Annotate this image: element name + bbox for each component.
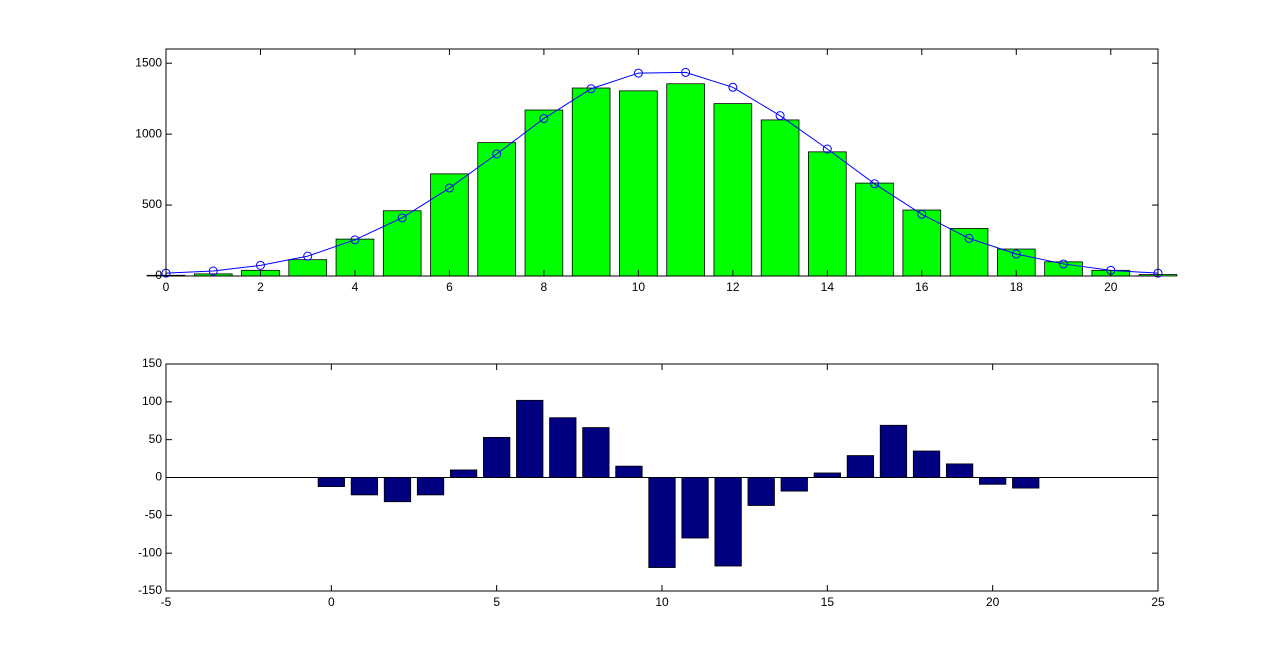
marker — [586, 84, 596, 94]
y-tick-label: 1000 — [135, 126, 162, 140]
bar — [477, 142, 516, 277]
bar — [648, 477, 676, 568]
bar — [350, 477, 379, 496]
bar — [808, 151, 847, 277]
x-tick-label: 8 — [541, 280, 548, 294]
bar — [979, 477, 1007, 485]
marker — [350, 235, 360, 245]
bar — [760, 119, 800, 277]
bar — [449, 469, 478, 478]
marker — [964, 233, 974, 243]
bar — [582, 427, 610, 478]
marker — [492, 149, 502, 159]
x-tick-label: 16 — [915, 280, 929, 294]
y-tick-label: -150 — [138, 583, 162, 597]
marker — [208, 266, 218, 276]
axes-background — [166, 49, 1158, 276]
bar — [317, 477, 345, 487]
bar — [902, 209, 942, 277]
x-tick-label: 5 — [493, 595, 500, 609]
x-tick-label: 18 — [1010, 280, 1024, 294]
bar — [383, 477, 412, 503]
bar — [666, 83, 705, 277]
marker — [917, 209, 927, 219]
line — [165, 71, 1159, 274]
x-tick-label: 0 — [328, 595, 335, 609]
bar — [855, 182, 894, 277]
y-tick-label: -50 — [145, 508, 163, 522]
y-tick-label: 100 — [142, 394, 162, 408]
bar — [516, 399, 544, 478]
axes-frame — [165, 48, 1159, 277]
marker — [728, 82, 738, 92]
x-tick-label: 12 — [726, 280, 740, 294]
bar — [483, 436, 511, 478]
x-tick-label: 20 — [986, 595, 1000, 609]
x-tick-label: 2 — [257, 280, 264, 294]
marker — [255, 260, 265, 270]
x-tick-label: 15 — [821, 595, 835, 609]
bar — [416, 477, 445, 496]
y-tick-label: 1500 — [135, 55, 162, 69]
x-tick-label: 6 — [446, 280, 453, 294]
bar — [430, 173, 469, 277]
bar — [549, 417, 577, 478]
y-tick-label: 50 — [149, 432, 163, 446]
x-tick-label: 14 — [821, 280, 835, 294]
bar — [813, 472, 841, 478]
marker — [444, 183, 454, 193]
bar — [615, 465, 643, 478]
bar — [713, 103, 753, 277]
marker — [539, 114, 549, 124]
bar — [846, 455, 875, 478]
marker — [822, 144, 832, 154]
bar — [945, 463, 974, 478]
y-tick-label: 0 — [155, 268, 162, 282]
marker — [681, 67, 691, 77]
bar — [288, 259, 328, 277]
bar — [1012, 477, 1040, 489]
bar — [714, 477, 742, 567]
x-tick-label: 10 — [632, 280, 646, 294]
x-tick-label: 0 — [163, 280, 170, 294]
y-tick-label: 0 — [155, 470, 162, 484]
y-tick-label: -100 — [138, 545, 162, 559]
x-tick-label: 10 — [655, 595, 669, 609]
bar — [335, 238, 375, 277]
bar — [382, 210, 422, 277]
y-tick-label: 150 — [142, 356, 162, 370]
y-tick-label: 500 — [142, 197, 162, 211]
bar — [780, 477, 808, 492]
bar — [619, 90, 658, 277]
bar — [912, 450, 941, 478]
marker — [397, 213, 407, 223]
x-tick-label: 25 — [1151, 595, 1165, 609]
x-tick-label: 4 — [352, 280, 359, 294]
marker — [1059, 259, 1069, 269]
marker — [1011, 249, 1021, 259]
bar — [571, 87, 611, 277]
x-tick-label: 20 — [1104, 280, 1118, 294]
bar — [681, 477, 709, 539]
marker — [775, 111, 785, 121]
marker — [303, 251, 313, 261]
bar — [949, 228, 989, 277]
x-tick-label: -5 — [161, 595, 172, 609]
bar — [524, 109, 564, 277]
marker — [870, 179, 880, 189]
marker — [633, 68, 643, 78]
bar — [747, 477, 775, 506]
bar — [879, 424, 908, 478]
